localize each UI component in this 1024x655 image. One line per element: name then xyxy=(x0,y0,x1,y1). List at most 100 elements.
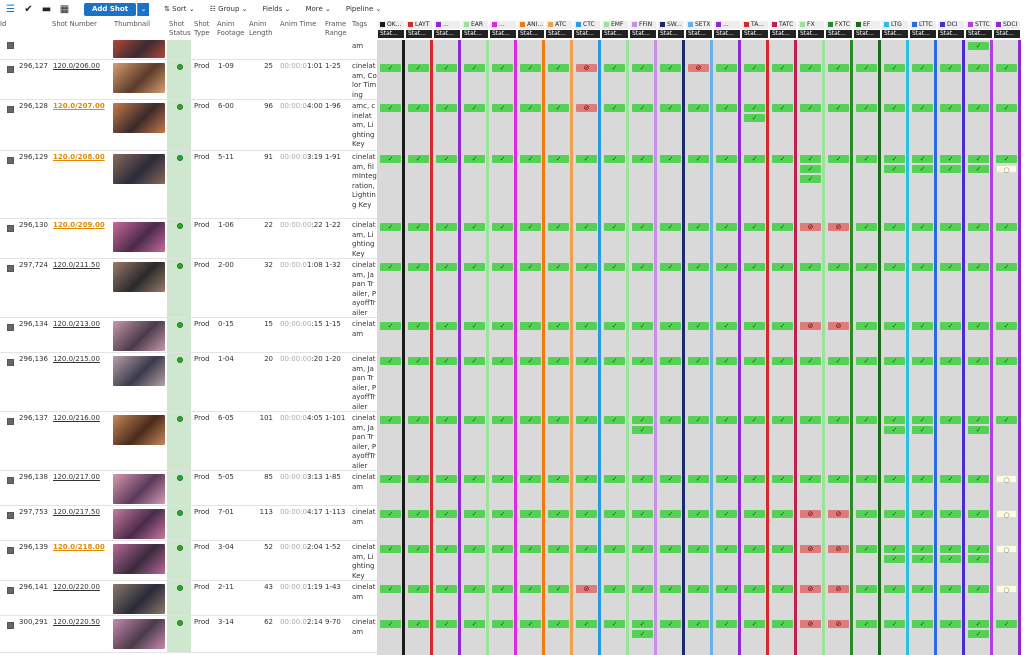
task-status-fin[interactable]: ✓ xyxy=(996,357,1017,365)
task-status-fin[interactable]: ✓ xyxy=(828,104,849,112)
pipeline-menu[interactable]: Pipeline ⌄ xyxy=(345,5,382,13)
task-status-fin[interactable]: ✓ xyxy=(800,165,821,173)
task-status-fin[interactable]: ✓ xyxy=(604,475,625,483)
task-status-fin[interactable]: ✓ xyxy=(464,585,485,593)
shot-thumbnail[interactable] xyxy=(113,356,165,386)
task-status-fin[interactable]: ✓ xyxy=(884,155,905,163)
task-status-fin[interactable]: ✓ xyxy=(996,155,1017,163)
task-status-fin[interactable]: ✓ xyxy=(828,263,849,271)
task-status-fin[interactable]: ✓ xyxy=(436,104,457,112)
task-status-fin[interactable]: ✓ xyxy=(632,475,653,483)
grid-view-icon[interactable]: ▬ xyxy=(41,3,52,15)
task-status-fin[interactable]: ✓ xyxy=(632,416,653,424)
header-anim-length[interactable]: Anim Length xyxy=(249,20,273,37)
task-status-fin[interactable]: ✓ xyxy=(856,104,877,112)
step-header-3[interactable]: EAR Stat... xyxy=(461,18,489,40)
task-status-fin[interactable]: ✓ xyxy=(408,416,429,424)
step-header-19[interactable]: LTTC Stat... xyxy=(909,18,937,40)
task-status-fin[interactable]: ✓ xyxy=(716,475,737,483)
task-status-fin[interactable]: ✓ xyxy=(660,545,681,553)
task-status-fin[interactable]: ✓ xyxy=(856,322,877,330)
task-status-fin[interactable]: ✓ xyxy=(576,545,597,553)
task-status-fin[interactable]: ✓ xyxy=(940,620,961,628)
step-header-9[interactable]: FFIN Stat... xyxy=(629,18,657,40)
task-status-fin[interactable]: ✓ xyxy=(464,357,485,365)
task-status-fin[interactable]: ✓ xyxy=(380,104,401,112)
task-status-fin[interactable]: ✓ xyxy=(912,620,933,628)
task-status-fin[interactable]: ✓ xyxy=(856,585,877,593)
task-status-fin[interactable]: ✓ xyxy=(660,510,681,518)
task-status-fin[interactable]: ✓ xyxy=(968,322,989,330)
shot-status-cell[interactable] xyxy=(167,60,191,99)
task-status-fin[interactable]: ✓ xyxy=(548,104,569,112)
task-status-fin[interactable]: ✓ xyxy=(688,475,709,483)
task-status-fin[interactable]: ✓ xyxy=(884,104,905,112)
task-status-fin[interactable]: ✓ xyxy=(576,322,597,330)
task-status-fin[interactable]: ✓ xyxy=(884,545,905,553)
shot-number-link[interactable]: 120.0/217.50 xyxy=(53,508,100,516)
task-status-fin[interactable]: ✓ xyxy=(716,322,737,330)
task-status-fin[interactable]: ✓ xyxy=(912,263,933,271)
shot-status-cell[interactable] xyxy=(167,471,191,505)
task-status-fin[interactable]: ✓ xyxy=(576,416,597,424)
step-header-5[interactable]: ANI... Stat... xyxy=(517,18,545,40)
task-status-fin[interactable]: ✓ xyxy=(436,416,457,424)
shot-thumbnail[interactable] xyxy=(113,103,165,133)
task-status-fin[interactable]: ✓ xyxy=(492,104,513,112)
task-status-fin[interactable]: ✓ xyxy=(772,263,793,271)
task-status-fin[interactable]: ✓ xyxy=(548,357,569,365)
task-status-fin[interactable]: ✓ xyxy=(492,545,513,553)
task-status-fin[interactable]: ✓ xyxy=(912,155,933,163)
task-status-hld[interactable]: ⊘ xyxy=(800,620,821,628)
shot-thumbnail[interactable] xyxy=(113,63,165,93)
task-status-fin[interactable]: ✓ xyxy=(548,510,569,518)
task-status-fin[interactable]: ✓ xyxy=(660,585,681,593)
task-status-fin[interactable]: ✓ xyxy=(520,357,541,365)
task-status-fin[interactable]: ✓ xyxy=(408,475,429,483)
task-status-fin[interactable]: ✓ xyxy=(632,585,653,593)
task-status-fin[interactable]: ✓ xyxy=(604,545,625,553)
shot-thumbnail[interactable] xyxy=(113,474,165,504)
row-select-checkbox[interactable] xyxy=(7,477,14,484)
task-status-fin[interactable]: ✓ xyxy=(492,620,513,628)
task-status-fin[interactable]: ✓ xyxy=(772,322,793,330)
task-status-fin[interactable]: ✓ xyxy=(464,545,485,553)
group-menu[interactable]: ☷ Group ⌄ xyxy=(209,5,248,13)
step-header-15[interactable]: FX Stat... xyxy=(797,18,825,40)
step-header-13[interactable]: TA... Stat... xyxy=(741,18,769,40)
task-status-fin[interactable]: ✓ xyxy=(380,263,401,271)
task-status-hld[interactable]: ⊘ xyxy=(828,322,849,330)
task-status-fin[interactable]: ✓ xyxy=(912,64,933,72)
task-status-fin[interactable]: ✓ xyxy=(548,64,569,72)
task-status-fin[interactable]: ✓ xyxy=(968,104,989,112)
task-status-hld[interactable]: ⊘ xyxy=(800,585,821,593)
task-status-fin[interactable]: ✓ xyxy=(604,620,625,628)
task-status-fin[interactable]: ✓ xyxy=(436,545,457,553)
task-status-hld[interactable]: ⊘ xyxy=(828,585,849,593)
task-status-fin[interactable]: ✓ xyxy=(884,475,905,483)
task-status-fin[interactable]: ✓ xyxy=(884,322,905,330)
task-status-fin[interactable]: ✓ xyxy=(632,322,653,330)
task-status-fin[interactable]: ✓ xyxy=(380,357,401,365)
task-status-fin[interactable]: ✓ xyxy=(744,416,765,424)
task-status-fin[interactable]: ✓ xyxy=(772,545,793,553)
task-status-fin[interactable]: ✓ xyxy=(828,357,849,365)
shot-status-cell[interactable] xyxy=(167,40,191,59)
task-status-fin[interactable]: ✓ xyxy=(940,64,961,72)
task-status-fin[interactable]: ✓ xyxy=(884,64,905,72)
shot-number-link[interactable]: 120.0/217.00 xyxy=(53,473,100,481)
task-status-fin[interactable]: ✓ xyxy=(688,510,709,518)
task-status-fin[interactable]: ✓ xyxy=(940,223,961,231)
shot-number-link[interactable]: 120.0/206.00 xyxy=(53,62,100,70)
task-status-fin[interactable]: ✓ xyxy=(884,426,905,434)
task-status-fin[interactable]: ✓ xyxy=(912,555,933,563)
task-status-fin[interactable]: ✓ xyxy=(716,585,737,593)
task-status-fin[interactable]: ✓ xyxy=(408,545,429,553)
header-shot-status[interactable]: Shot Status xyxy=(169,20,191,37)
task-status-fin[interactable]: ✓ xyxy=(912,585,933,593)
task-status-fin[interactable]: ✓ xyxy=(604,263,625,271)
task-status-fin[interactable]: ✓ xyxy=(436,263,457,271)
task-status-fin[interactable]: ✓ xyxy=(912,357,933,365)
task-status-fin[interactable]: ✓ xyxy=(604,223,625,231)
task-status-fin[interactable]: ✓ xyxy=(968,416,989,424)
